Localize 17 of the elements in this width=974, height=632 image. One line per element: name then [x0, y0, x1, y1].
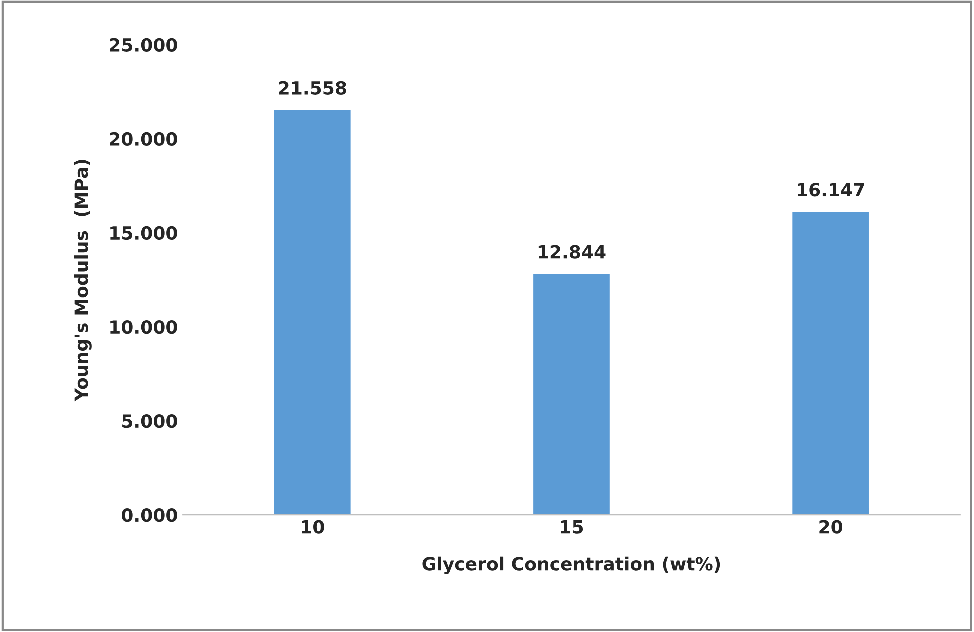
x-axis-title: Glycerol Concentration (wt%): [422, 556, 720, 574]
y-tick-label: 0.000: [122, 508, 178, 522]
data-label: 16.147: [798, 183, 864, 197]
bar: [791, 210, 870, 516]
y-tick-label: 20.000: [110, 132, 178, 146]
x-tick-label: 15: [561, 520, 584, 534]
y-tick-label: 15.000: [110, 226, 178, 240]
data-label: 12.844: [538, 245, 606, 259]
x-tick-label: 20: [820, 520, 843, 534]
bar: [273, 108, 352, 516]
y-axis-title: Young's Modulus (MPa): [74, 160, 92, 402]
y-tick-label: 25.000: [110, 38, 178, 52]
y-tick-label: 10.000: [110, 320, 178, 334]
bar: [532, 272, 612, 516]
y-tick-label: 5.000: [122, 414, 178, 428]
data-label: 21.558: [279, 81, 346, 95]
x-tick-label: 10: [302, 520, 324, 534]
